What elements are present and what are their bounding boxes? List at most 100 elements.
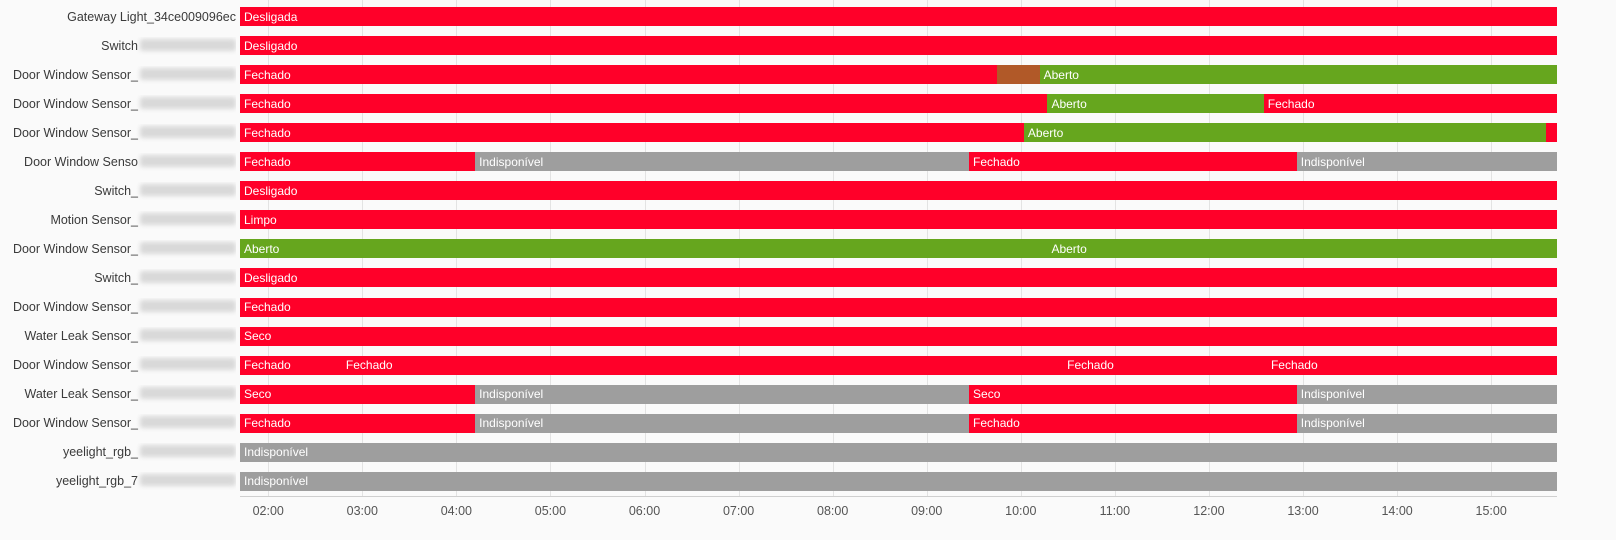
state-segment[interactable]: Fechado xyxy=(1266,355,1542,375)
redacted-id xyxy=(140,445,236,458)
x-tick-label: 15:00 xyxy=(1475,504,1507,518)
row-label: Door Window Sensor_ xyxy=(0,414,236,432)
state-segment[interactable]: Aberto xyxy=(1047,94,1264,114)
row-label: Water Leak Sensor_ xyxy=(0,385,236,403)
state-segment[interactable]: Seco xyxy=(240,326,1557,346)
row-label: Switch_ xyxy=(0,269,236,287)
state-segment[interactable] xyxy=(1546,123,1557,143)
row-label-text: Door Window Sensor_ xyxy=(12,241,138,256)
state-segment[interactable]: Indisponível xyxy=(475,152,970,172)
redacted-id xyxy=(140,474,236,487)
row-label: Door Window Sensor_ xyxy=(0,298,236,316)
state-label: Limpo xyxy=(244,212,277,227)
state-segment[interactable]: Fechado xyxy=(240,152,476,172)
state-segment[interactable]: Desligado xyxy=(240,268,1557,288)
state-segment[interactable]: Seco xyxy=(240,384,476,404)
state-segment[interactable]: Fechado xyxy=(341,355,1064,375)
state-label: Fechado xyxy=(973,416,1020,431)
state-segment[interactable]: Indisponível xyxy=(240,471,1557,491)
state-segment[interactable]: Fechado xyxy=(1263,94,1557,114)
state-label: Indisponível xyxy=(244,445,309,460)
state-segment[interactable]: Seco xyxy=(969,384,1297,404)
redacted-id xyxy=(140,183,236,196)
state-segment[interactable]: Aberto xyxy=(1023,123,1547,143)
row-label-text: Door Window Sensor_ xyxy=(12,300,138,314)
state-label: Indisponível xyxy=(479,154,544,169)
x-tick-label: 02:00 xyxy=(252,504,284,518)
state-segment[interactable]: Fechado xyxy=(969,413,1297,433)
x-tick-label: 11:00 xyxy=(1099,504,1131,518)
state-segment[interactable]: Desligado xyxy=(240,36,1557,56)
row-label-text: Door Window Sensor_ xyxy=(12,96,138,111)
state-segment[interactable]: Fechado xyxy=(240,65,998,85)
state-segment[interactable]: Fechado xyxy=(240,413,476,433)
redacted-id xyxy=(140,125,236,138)
row-label: Door Window Sensor_ xyxy=(0,124,236,142)
redacted-id xyxy=(140,67,236,80)
state-segment[interactable]: Fechado xyxy=(240,297,1557,317)
state-segment[interactable] xyxy=(997,65,1040,85)
row-label: Switch xyxy=(0,37,236,55)
row-label: yeelight_rgb_7 xyxy=(0,472,236,490)
row-label: Door Window Senso xyxy=(0,153,236,171)
redacted-id xyxy=(140,154,236,167)
state-label: Fechado xyxy=(1267,96,1315,111)
state-label: Aberto xyxy=(1051,96,1087,111)
state-label: Indisponível xyxy=(479,416,544,431)
state-label: Desligada xyxy=(244,9,298,24)
state-label: Seco xyxy=(244,329,272,344)
state-segment[interactable]: Fechado xyxy=(240,94,1048,114)
state-segment[interactable]: Fechado xyxy=(969,152,1297,172)
redacted-id xyxy=(140,416,236,429)
redacted-id xyxy=(140,38,236,51)
state-label: Fechado xyxy=(345,358,393,373)
row-label-text: Motion Sensor_ xyxy=(50,212,138,227)
x-tick-label: 14:00 xyxy=(1381,504,1413,518)
x-tick-label: 10:00 xyxy=(1005,504,1037,518)
row-label-text: yeelight_rgb_ xyxy=(62,445,138,460)
state-segment[interactable] xyxy=(1541,355,1557,375)
state-segment[interactable]: Indisponível xyxy=(1296,152,1557,172)
x-tick-label: 05:00 xyxy=(534,504,567,518)
state-segment[interactable]: Fechado xyxy=(1063,355,1244,375)
x-tick-label: 12:00 xyxy=(1193,504,1225,518)
state-segment[interactable]: Fechado xyxy=(240,355,342,375)
state-segment[interactable]: Indisponível xyxy=(1296,413,1557,433)
state-label: Desligado xyxy=(244,270,298,285)
state-segment[interactable]: Aberto xyxy=(240,239,1048,259)
row-label-text: Gateway Light_34ce009096ec xyxy=(67,9,236,24)
redacted-id xyxy=(140,241,236,254)
state-label: Seco xyxy=(244,387,272,402)
row-label: yeelight_rgb_ xyxy=(0,443,236,461)
state-segment[interactable]: Desligada xyxy=(240,7,1557,26)
state-label: Fechado xyxy=(244,67,291,82)
x-tick-label: 09:00 xyxy=(911,504,943,518)
state-label: Fechado xyxy=(244,358,291,373)
state-label: Fechado xyxy=(244,96,291,111)
state-segment[interactable]: Aberto xyxy=(1047,239,1557,259)
state-segment[interactable]: Desligado xyxy=(240,181,1557,201)
state-segment[interactable]: Indisponível xyxy=(475,384,970,404)
row-label-text: Door Window Sensor_ xyxy=(12,358,138,373)
state-segment[interactable]: Indisponível xyxy=(1296,384,1557,404)
row-label: Water Leak Sensor_ xyxy=(0,327,236,345)
row-label-text: Switch_ xyxy=(94,270,138,285)
state-label: Aberto xyxy=(1051,241,1087,256)
row-label: Door Window Sensor_ xyxy=(0,356,236,374)
state-segment[interactable]: Fechado xyxy=(240,123,1024,143)
state-segment[interactable] xyxy=(1243,355,1267,375)
row-label-text: Door Window Sensor_ xyxy=(12,416,138,431)
state-segment[interactable]: Aberto xyxy=(1039,65,1557,85)
state-segment[interactable]: Indisponível xyxy=(475,413,970,433)
row-label-text: Switch xyxy=(101,38,138,53)
x-tick-label: 08:00 xyxy=(817,504,849,518)
state-label: Fechado xyxy=(1067,358,1114,373)
x-tick-label: 06:00 xyxy=(628,504,661,518)
state-label: Fechado xyxy=(973,154,1020,169)
state-segment[interactable]: Indisponível xyxy=(240,442,1557,462)
x-tick-label: 13:00 xyxy=(1287,504,1319,518)
x-tick-label: 04:00 xyxy=(440,504,472,518)
state-segment[interactable]: Limpo xyxy=(240,210,1557,230)
row-label-text: Water Leak Sensor_ xyxy=(24,387,138,402)
